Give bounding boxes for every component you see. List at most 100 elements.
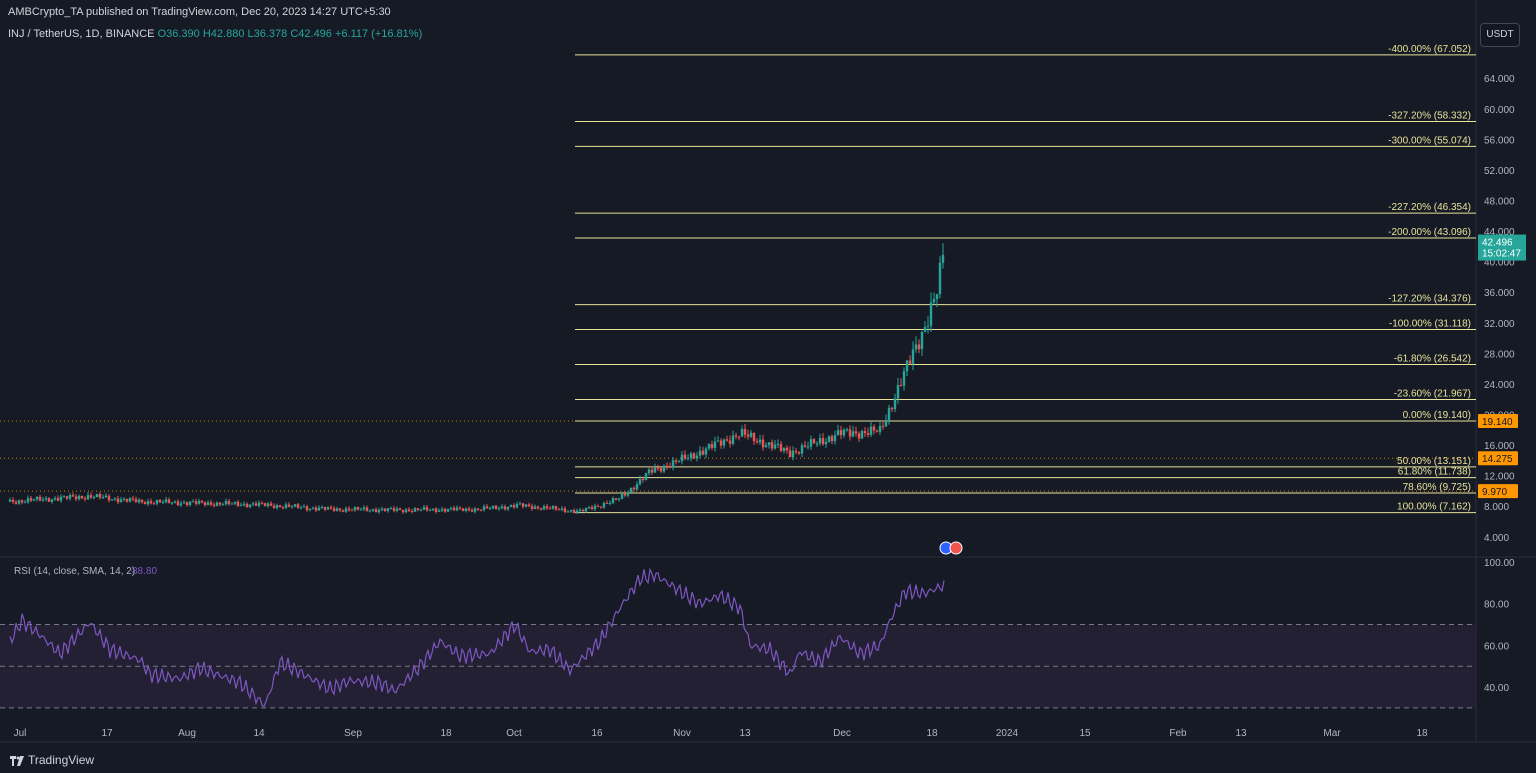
candle-body	[932, 299, 936, 303]
candle-body	[38, 496, 42, 501]
candle-body	[347, 508, 351, 511]
candle-body	[752, 432, 756, 442]
candle-body	[827, 436, 831, 442]
candle-body	[83, 498, 87, 500]
candle-body	[539, 508, 543, 510]
candle-body	[854, 431, 858, 434]
rsi-line	[9, 567, 945, 708]
candle-body	[629, 487, 633, 493]
candle-body	[785, 447, 789, 451]
candle-body	[740, 429, 744, 437]
candle-body	[134, 499, 138, 503]
price-tick-label: 52.000	[1484, 166, 1515, 177]
candle-body	[320, 507, 324, 509]
candle-body	[536, 506, 540, 509]
candle-body	[722, 439, 726, 446]
candle-body	[758, 439, 762, 443]
candle-body	[368, 510, 372, 512]
candle-body	[407, 509, 411, 511]
rsi-title: RSI (14, close, SMA, 14, 2)	[14, 566, 135, 577]
candle-body	[926, 325, 930, 328]
candle-body	[131, 498, 135, 500]
candle-body	[431, 508, 435, 510]
fib-level-label: 0.00% (19.140)	[1403, 410, 1471, 421]
candle-body	[500, 506, 504, 509]
price-tick-label: 28.000	[1484, 349, 1515, 360]
price-tick-label: 8.000	[1484, 502, 1509, 513]
candle-body	[716, 440, 720, 442]
candle-body	[464, 508, 468, 511]
candle-body	[521, 503, 525, 507]
candle-body	[92, 497, 96, 499]
candle-body	[317, 507, 321, 511]
candle-body	[509, 505, 513, 508]
candle-body	[428, 509, 432, 511]
time-tick-label: Oct	[506, 728, 522, 739]
candle-body	[335, 508, 339, 511]
candle-body	[230, 503, 234, 505]
candle-body	[647, 469, 651, 474]
candle-body	[419, 509, 423, 511]
fib-level-label: 61.80% (11.738)	[1398, 467, 1471, 478]
candle-body	[815, 443, 819, 445]
candle-body	[563, 508, 567, 513]
candle-body	[35, 496, 39, 500]
candle-body	[263, 503, 267, 506]
candle-body	[254, 503, 258, 506]
candle-body	[851, 431, 855, 437]
candle-body	[164, 499, 168, 502]
candle-body	[59, 496, 63, 501]
candle-body	[155, 499, 159, 504]
high-value: H42.880	[202, 28, 245, 40]
candle-body	[338, 508, 342, 511]
candle-body	[833, 435, 837, 442]
candle-body	[671, 460, 675, 468]
time-tick-label: 18	[440, 728, 452, 739]
candle-body	[53, 498, 57, 500]
candle-body	[326, 507, 330, 510]
candle-body	[125, 498, 129, 502]
level-price-tag: 9.970	[1482, 487, 1507, 498]
candle-body	[779, 443, 783, 451]
close-value: C42.496	[290, 28, 332, 40]
candle-body	[269, 503, 273, 506]
candle-body	[362, 507, 366, 510]
candle-body	[353, 507, 357, 511]
candle-body	[467, 508, 471, 511]
candle-body	[56, 498, 60, 501]
currency-button[interactable]: USDT	[1480, 23, 1520, 47]
candle-body	[455, 507, 459, 511]
candle-body	[764, 445, 768, 448]
candle-body	[743, 429, 747, 435]
open-value: O36.390	[157, 28, 200, 40]
candle-body	[209, 502, 213, 505]
candle-body	[176, 501, 180, 506]
candle-body	[323, 507, 327, 510]
candle-body	[881, 425, 885, 427]
candle-body	[842, 429, 846, 436]
last-price-countdown: 15:02:47	[1482, 249, 1521, 260]
candle-body	[77, 495, 81, 500]
candle-body	[86, 495, 90, 500]
symbol-label[interactable]: INJ / TetherUS, 1D, BINANCE	[8, 28, 155, 40]
price-tick-label: 56.000	[1484, 135, 1515, 146]
candle-body	[686, 458, 690, 460]
candle-body	[416, 508, 420, 510]
candle-body	[20, 500, 24, 503]
candle-body	[923, 327, 927, 332]
fib-level-label: -400.00% (67.052)	[1388, 44, 1471, 55]
candle-body	[656, 467, 660, 469]
candle-body	[356, 507, 360, 510]
candle-body	[152, 503, 156, 505]
candle-body	[791, 450, 795, 458]
candle-body	[623, 494, 627, 496]
time-tick-label: 18	[1416, 728, 1428, 739]
candle-body	[677, 461, 681, 463]
candle-body	[17, 500, 21, 504]
candle-body	[440, 509, 444, 511]
candle-body	[242, 503, 246, 505]
candle-body	[872, 426, 876, 431]
candle-body	[482, 506, 486, 511]
candle-body	[257, 502, 261, 506]
